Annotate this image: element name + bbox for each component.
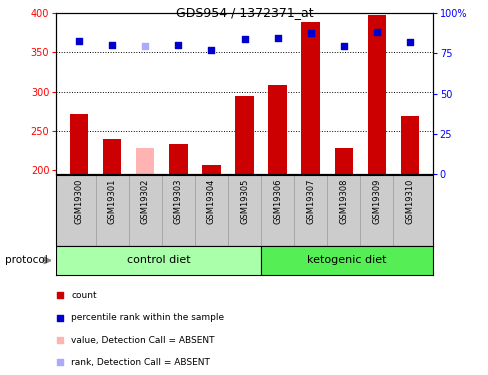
Text: control diet: control diet bbox=[126, 255, 190, 266]
Point bbox=[240, 36, 248, 42]
Point bbox=[75, 38, 83, 44]
Text: GSM19304: GSM19304 bbox=[206, 178, 216, 224]
Text: GSM19303: GSM19303 bbox=[174, 178, 183, 224]
Text: value, Detection Call = ABSENT: value, Detection Call = ABSENT bbox=[71, 336, 214, 345]
Bar bbox=[268, 85, 286, 174]
Point bbox=[56, 315, 64, 321]
Point bbox=[56, 292, 64, 298]
Bar bbox=[400, 116, 418, 174]
Point bbox=[306, 30, 314, 36]
Bar bbox=[70, 114, 88, 174]
Text: ketogenic diet: ketogenic diet bbox=[306, 255, 386, 266]
Bar bbox=[56, 246, 261, 274]
Text: GSM19301: GSM19301 bbox=[108, 178, 117, 224]
Text: protocol: protocol bbox=[5, 255, 47, 266]
Text: GSM19308: GSM19308 bbox=[338, 178, 347, 224]
Text: GSM19310: GSM19310 bbox=[405, 178, 413, 224]
Bar bbox=[169, 144, 187, 174]
Text: count: count bbox=[71, 291, 97, 300]
Bar bbox=[202, 165, 220, 174]
Point bbox=[56, 359, 64, 365]
Text: GSM19307: GSM19307 bbox=[305, 178, 314, 224]
Bar bbox=[261, 246, 432, 274]
Bar bbox=[235, 96, 253, 174]
Bar bbox=[334, 148, 352, 174]
Point bbox=[405, 39, 413, 45]
Text: GSM19306: GSM19306 bbox=[272, 178, 282, 224]
Point bbox=[108, 42, 116, 48]
Point bbox=[207, 47, 215, 53]
Text: GDS954 / 1372371_at: GDS954 / 1372371_at bbox=[175, 6, 313, 19]
Text: GSM19300: GSM19300 bbox=[75, 178, 83, 224]
Text: GSM19302: GSM19302 bbox=[141, 178, 150, 224]
Bar bbox=[136, 148, 154, 174]
Point bbox=[273, 35, 281, 41]
Text: percentile rank within the sample: percentile rank within the sample bbox=[71, 313, 224, 322]
Point bbox=[339, 43, 347, 49]
Point bbox=[372, 29, 380, 35]
Bar bbox=[301, 22, 319, 174]
Text: GSM19305: GSM19305 bbox=[240, 178, 248, 224]
Text: GSM19309: GSM19309 bbox=[371, 178, 380, 224]
Bar bbox=[103, 139, 121, 174]
Bar bbox=[367, 15, 385, 174]
Point bbox=[174, 42, 182, 48]
Text: rank, Detection Call = ABSENT: rank, Detection Call = ABSENT bbox=[71, 358, 210, 367]
Point bbox=[141, 43, 149, 49]
Point bbox=[56, 337, 64, 343]
